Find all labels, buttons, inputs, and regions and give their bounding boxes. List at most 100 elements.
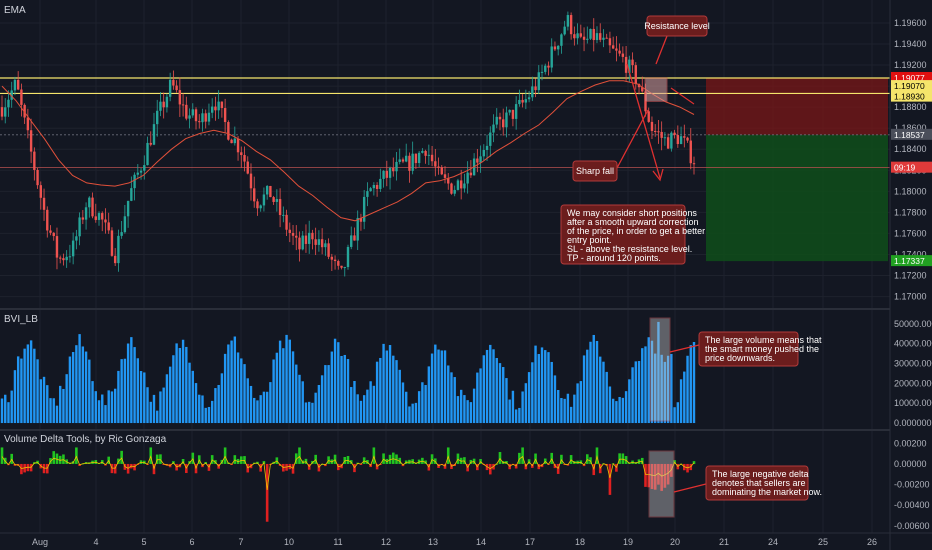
candle-body xyxy=(618,50,621,54)
volume-bar xyxy=(637,361,641,424)
volume-bar xyxy=(385,350,389,424)
volume-bar xyxy=(424,385,427,424)
candle-body xyxy=(214,106,217,111)
candle-body xyxy=(10,90,13,100)
volume-bar xyxy=(611,398,615,424)
sharp-fall-note-box[interactable] xyxy=(572,160,618,182)
trade-plan-note-box[interactable] xyxy=(560,204,686,265)
candle-body xyxy=(531,86,534,98)
resistance-note-box[interactable] xyxy=(646,15,708,37)
volume-bar xyxy=(278,340,282,424)
volume-bar xyxy=(456,396,460,424)
time-axis[interactable]: Aug 4 5 6 7 10 11 12 13 14 17 18 19 20 21 24 25 26 xyxy=(32,537,877,547)
volume-bar xyxy=(476,372,479,424)
volume-bar xyxy=(146,387,149,424)
candle-body xyxy=(621,53,625,57)
volume-bar xyxy=(304,402,308,424)
candle-body xyxy=(201,113,204,123)
candle-body xyxy=(113,255,117,264)
volume-bar xyxy=(236,352,240,424)
delta-bar xyxy=(52,451,56,464)
candle-body xyxy=(126,200,130,217)
time-tick-label: Aug xyxy=(32,537,48,547)
volume-bar xyxy=(120,359,123,424)
volume-tick-label: 20000.000000 xyxy=(894,378,932,388)
candle-body xyxy=(686,137,689,141)
candle-body xyxy=(330,256,334,260)
delta-note-box[interactable] xyxy=(705,465,809,501)
volume-bar xyxy=(369,381,372,424)
volume-bar xyxy=(382,343,385,424)
delta-note-line: denotes that sellers are xyxy=(712,478,806,488)
connector-line xyxy=(616,109,649,169)
volume-bar xyxy=(55,405,59,424)
time-tick-label: 26 xyxy=(867,537,877,547)
take-profit-zone xyxy=(706,134,888,262)
candle-body xyxy=(362,196,366,222)
candle-body xyxy=(282,214,285,216)
price-tag xyxy=(891,161,932,173)
price-pane-title[interactable]: EMA xyxy=(4,5,26,16)
delta-bar xyxy=(488,463,492,475)
volume-bar xyxy=(398,369,401,424)
candle-body xyxy=(337,261,340,266)
candle-body xyxy=(502,119,505,128)
candle-body xyxy=(101,213,104,220)
time-tick-label: 25 xyxy=(818,537,828,547)
volume-bar xyxy=(36,359,39,424)
volume-bar xyxy=(502,367,505,424)
delta-bar xyxy=(644,463,647,487)
delta-bar xyxy=(585,454,589,464)
delta-bar xyxy=(663,463,667,488)
delta-bar xyxy=(75,447,78,464)
volume-bar xyxy=(670,353,673,424)
volume-tick-label: 50000.000000 xyxy=(894,319,932,329)
candle-body xyxy=(527,97,531,100)
volume-bar xyxy=(563,398,566,424)
candle-body xyxy=(459,180,463,189)
candle-body xyxy=(540,71,544,73)
delta-bar xyxy=(45,463,49,474)
volume-bar xyxy=(75,345,78,424)
candle-body xyxy=(88,197,91,208)
volume-bar xyxy=(450,372,453,424)
candle-body xyxy=(537,72,540,91)
candle-body xyxy=(139,170,143,173)
volume-bar xyxy=(130,337,133,424)
trade-plan-line: SL - above the resistance level. xyxy=(567,244,692,254)
volume-bar xyxy=(149,401,152,424)
delta-bar xyxy=(62,454,65,464)
volume-bar xyxy=(162,387,165,424)
candle-body xyxy=(670,132,673,149)
candle-body xyxy=(110,230,114,256)
candle-body xyxy=(369,188,372,192)
candle-body xyxy=(411,153,414,171)
candle-body xyxy=(97,213,101,220)
candle-body xyxy=(498,116,502,120)
delta-pane-title[interactable]: Volume Delta Tools, by Ric Gonzaga xyxy=(4,434,167,445)
volume-note-box[interactable] xyxy=(698,331,799,367)
candlestick-series xyxy=(0,11,696,277)
volume-bar xyxy=(301,381,304,424)
volume-bar xyxy=(340,355,343,424)
candle-body xyxy=(295,235,298,238)
volume-bar xyxy=(582,355,586,424)
volume-bar xyxy=(586,349,589,424)
candle-body xyxy=(573,34,576,39)
volume-bar xyxy=(327,365,330,424)
volume-bar xyxy=(191,370,194,424)
delta-note-line: The large negative delta xyxy=(712,469,809,479)
candle-body xyxy=(511,109,515,119)
candle-body xyxy=(107,222,110,231)
volume-pane-title[interactable]: BVI_LB xyxy=(4,314,38,325)
volume-bar xyxy=(414,402,418,424)
trade-plan-line: of the price, in order to get a better xyxy=(567,226,705,236)
delta-bar xyxy=(621,453,625,464)
candle-body xyxy=(298,237,301,250)
volume-bar xyxy=(485,349,489,424)
candle-body xyxy=(579,33,583,37)
candle-body xyxy=(194,109,198,122)
volume-bar xyxy=(653,353,657,424)
delta-bar xyxy=(120,450,123,464)
delta-bar xyxy=(162,463,165,465)
